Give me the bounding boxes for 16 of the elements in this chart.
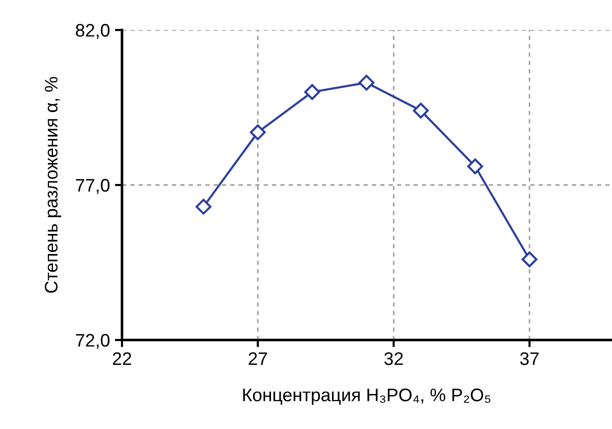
x-tick-label: 37 xyxy=(520,352,539,366)
point xyxy=(467,158,484,174)
point xyxy=(196,198,212,215)
point xyxy=(358,74,374,91)
x-axis-title: Концентрация H₃PO₄, % P₂O₅ xyxy=(243,388,490,405)
point xyxy=(522,251,538,268)
y-tick-label: 77,0 xyxy=(76,178,110,194)
y-tick-label: 72,0 xyxy=(76,334,110,349)
x-tick-label: 27 xyxy=(248,352,267,365)
y-axis-title: Степень разложения α, % xyxy=(44,76,62,293)
point xyxy=(250,124,266,140)
x-tick-label: 22 xyxy=(112,352,132,365)
point xyxy=(412,102,429,119)
point xyxy=(304,84,320,100)
y-tick-label: 82,0 xyxy=(76,24,110,39)
x-tick-label: 32 xyxy=(384,352,403,366)
